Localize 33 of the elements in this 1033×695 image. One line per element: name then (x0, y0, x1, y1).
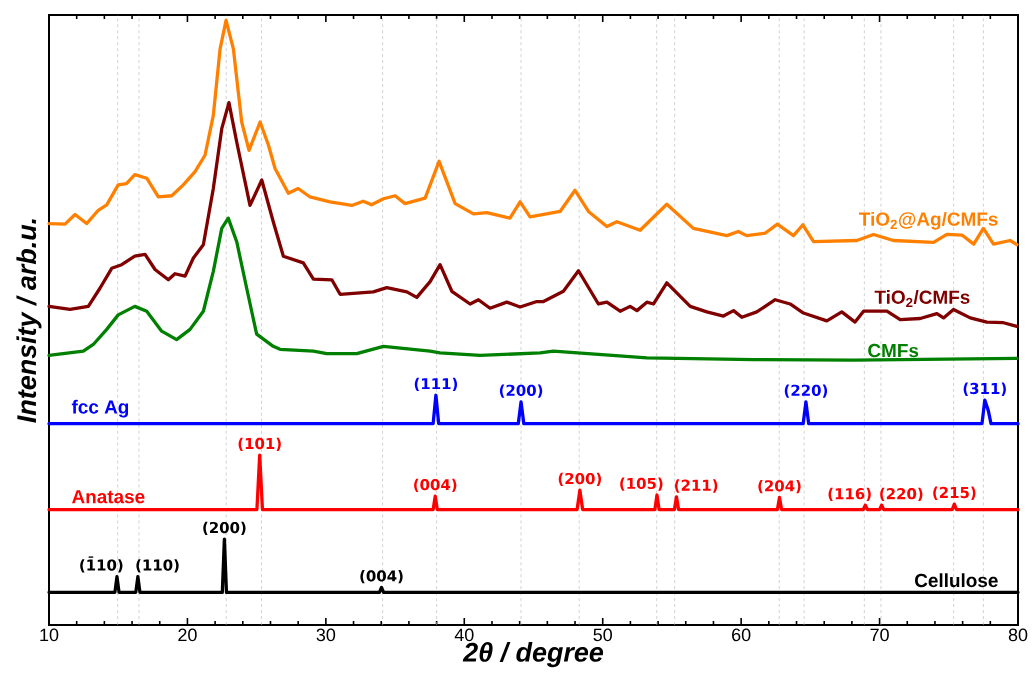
annotation: (220) (880, 487, 923, 502)
annotation: (200) (499, 384, 543, 398)
annotation: (105) (620, 477, 663, 491)
y-axis-title: Intensity / arb.u. (16, 219, 42, 423)
x-tick-label: 40 (454, 628, 474, 642)
annotation: (004) (360, 570, 403, 584)
series-label: TiO$_{2}$/CMFs (874, 290, 970, 308)
annotation: (311) (963, 382, 1006, 396)
x-tick-label: 60 (732, 628, 751, 642)
x-tick-label: 10 (40, 628, 59, 642)
annotation: (200) (203, 521, 246, 535)
x-tick-label: 50 (593, 628, 612, 642)
x-tick-label: 20 (178, 628, 197, 642)
annotation: (116) (828, 487, 871, 502)
annotation: (220) (784, 384, 828, 398)
x-tick-label: 70 (870, 628, 889, 642)
annotation: (200) (558, 472, 602, 486)
x-axis-title: 2θ / degree (462, 642, 604, 668)
annotation: (211) (674, 479, 718, 493)
annotation: (101) (238, 437, 281, 451)
x-tick-label: 80 (1008, 628, 1028, 642)
annotation: (204) (758, 479, 801, 494)
annotation: (111) (414, 377, 458, 392)
annotation: (110) (136, 559, 179, 573)
series-label: TiO$_{2}$@Ag/CMFs (859, 211, 998, 230)
annotation: (1̄10) (80, 556, 123, 573)
annotation: (215) (933, 486, 976, 500)
series-label: Cellulose (915, 573, 998, 588)
series-label: CMFs (868, 343, 919, 358)
x-tick-label: 30 (316, 628, 336, 642)
series-label: fcc Ag (71, 399, 129, 418)
annotation: (004) (414, 478, 457, 493)
series-label: Anatase (71, 490, 145, 504)
